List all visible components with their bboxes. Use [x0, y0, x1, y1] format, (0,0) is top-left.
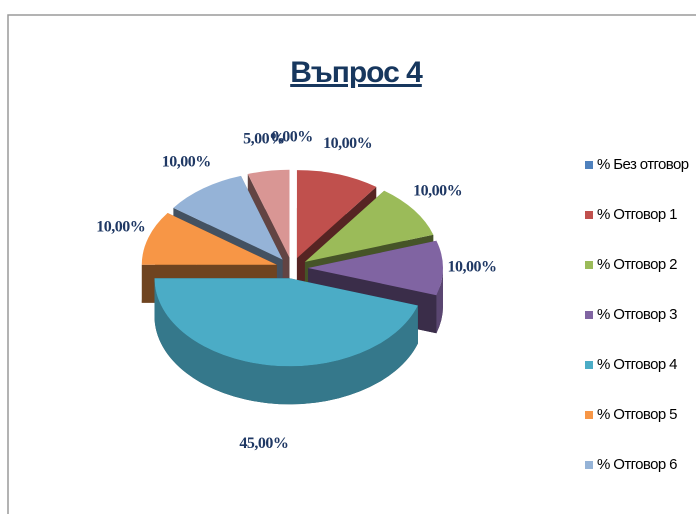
slice-side: [436, 268, 443, 334]
legend-swatch: [585, 161, 593, 169]
legend-swatch: [585, 461, 593, 469]
legend-swatch: [585, 361, 593, 369]
slice-top: [304, 190, 434, 262]
legend-swatch: [585, 311, 593, 319]
legend-swatch: [585, 411, 593, 419]
legend-label: % Отговор 1: [597, 206, 677, 223]
legend-label: % Отговор 5: [597, 406, 677, 423]
slice-top: [308, 240, 444, 296]
data-label: 10,00%: [96, 218, 145, 235]
legend-swatch: [585, 261, 593, 269]
chart-title: Въпрос 4: [290, 56, 423, 89]
data-label: 45,00%: [239, 435, 288, 452]
legend-swatch: [585, 211, 593, 219]
slice-top: [154, 278, 418, 367]
legend-label: % Отговор 4: [597, 356, 677, 373]
legend-label: % Отговор 6: [597, 456, 677, 473]
slice-top: [173, 175, 283, 260]
data-label: 5,00%: [243, 130, 285, 147]
data-label: 10,00%: [323, 135, 372, 152]
data-label: 10,00%: [448, 259, 497, 276]
legend-label: % Отговор 3: [597, 306, 677, 323]
pie-slice: [154, 278, 418, 405]
slice-top: [247, 169, 290, 258]
slice-side: [154, 278, 418, 405]
legend-label: % Без отговор: [597, 156, 689, 173]
slice-top: [141, 213, 277, 265]
data-label: 0,00%: [271, 129, 313, 146]
legend-label: % Отговор 2: [597, 256, 677, 273]
slice-top: [296, 170, 377, 259]
data-label: 10,00%: [162, 153, 211, 170]
data-label: 10,00%: [413, 182, 462, 199]
frame: [7, 14, 696, 514]
